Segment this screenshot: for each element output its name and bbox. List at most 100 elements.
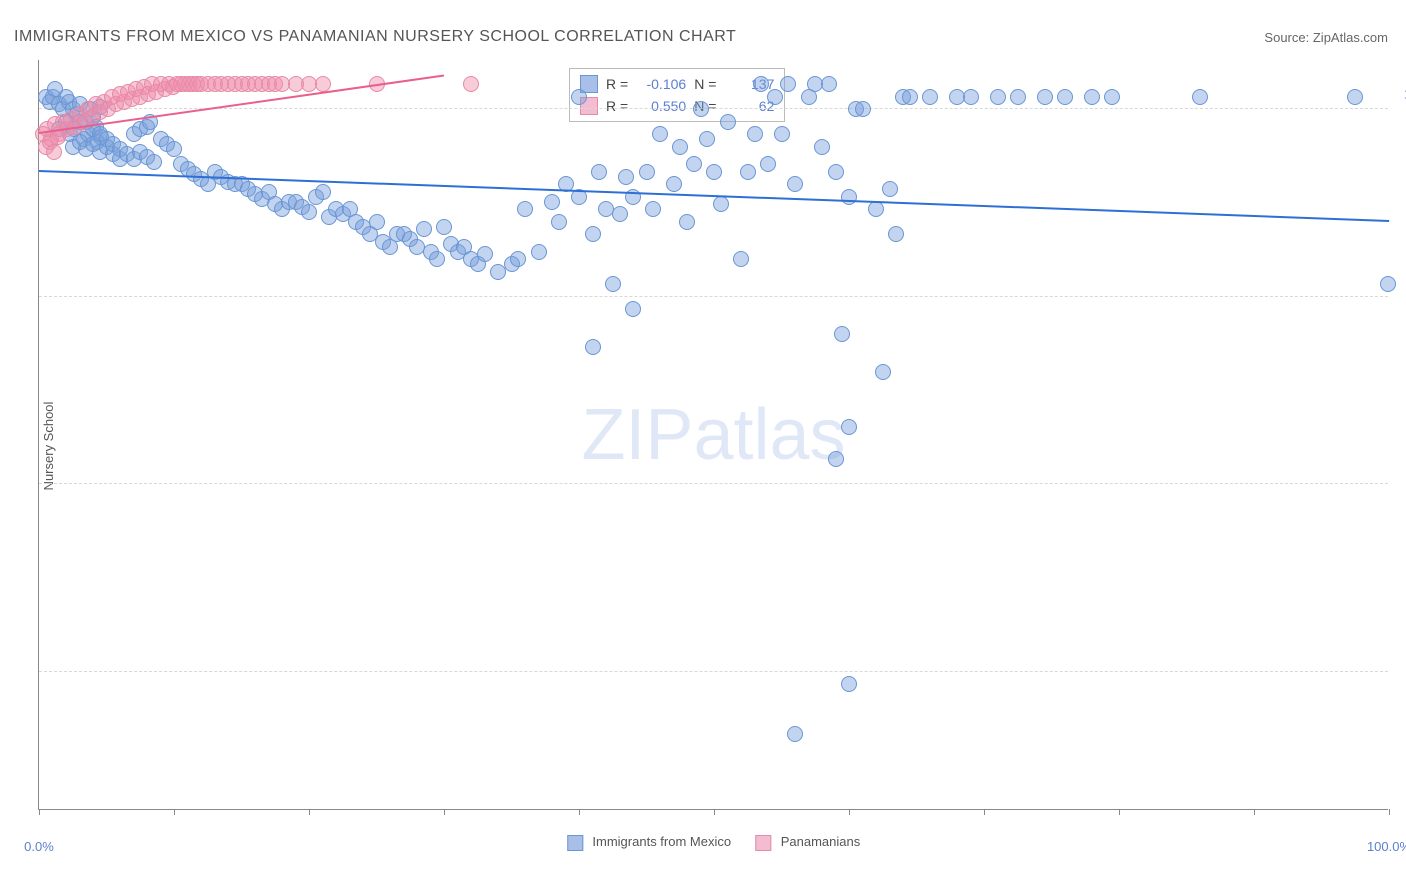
stats-row-mexico: R = -0.106 N = 137 <box>580 73 774 95</box>
mexico-point <box>510 251 526 267</box>
n-label: N = <box>694 76 716 92</box>
x-tick-label: 100.0% <box>1367 839 1406 854</box>
r-label: R = <box>606 98 628 114</box>
mexico-point <box>551 214 567 230</box>
mexico-point <box>1057 89 1073 105</box>
mexico-point <box>686 156 702 172</box>
mexico-point <box>146 154 162 170</box>
panama-r-value: 0.550 <box>636 98 686 114</box>
mexico-point <box>666 176 682 192</box>
mexico-point <box>429 251 445 267</box>
mexico-point <box>301 204 317 220</box>
mexico-point <box>618 169 634 185</box>
mexico-point <box>713 196 729 212</box>
panama-point <box>46 144 62 160</box>
mexico-point <box>821 76 837 92</box>
mexico-point <box>774 126 790 142</box>
x-tick <box>579 809 580 815</box>
mexico-point <box>166 141 182 157</box>
stats-row-panama: R = 0.550 N = 62 <box>580 95 774 117</box>
grid-line <box>39 671 1388 672</box>
panama-point <box>463 76 479 92</box>
mexico-point <box>888 226 904 242</box>
mexico-point <box>477 246 493 262</box>
mexico-point <box>1192 89 1208 105</box>
mexico-point <box>834 326 850 342</box>
grid-line <box>39 483 1388 484</box>
x-tick <box>1389 809 1390 815</box>
mexico-point <box>868 201 884 217</box>
x-tick <box>1119 809 1120 815</box>
source-attribution: Source: ZipAtlas.com <box>1264 30 1388 45</box>
mexico-point <box>963 89 979 105</box>
mexico-point <box>645 201 661 217</box>
mexico-point <box>693 101 709 117</box>
mexico-point <box>605 276 621 292</box>
watermark-part2: atlas <box>693 395 845 475</box>
mexico-point <box>369 214 385 230</box>
mexico-point <box>591 164 607 180</box>
mexico-point <box>1037 89 1053 105</box>
mexico-point <box>585 226 601 242</box>
x-tick <box>444 809 445 815</box>
legend-item-mexico: Immigrants from Mexico <box>567 834 731 851</box>
mexico-point <box>315 184 331 200</box>
mexico-point <box>639 164 655 180</box>
source-link[interactable]: ZipAtlas.com <box>1313 30 1388 45</box>
x-tick <box>39 809 40 815</box>
mexico-point <box>544 194 560 210</box>
mexico-point <box>841 676 857 692</box>
mexico-point <box>828 164 844 180</box>
mexico-point <box>828 451 844 467</box>
mexico-point <box>990 89 1006 105</box>
mexico-point <box>780 76 796 92</box>
x-tick <box>714 809 715 815</box>
mexico-point <box>855 101 871 117</box>
chart-plot-area: ZIPatlas R = -0.106 N = 137 R = 0.550 N … <box>38 60 1388 810</box>
mexico-point <box>1010 89 1026 105</box>
r-label: R = <box>606 76 628 92</box>
grid-line <box>39 296 1388 297</box>
mexico-point <box>875 364 891 380</box>
mexico-point <box>787 726 803 742</box>
mexico-point <box>625 301 641 317</box>
mexico-point <box>1084 89 1100 105</box>
panama-legend-swatch-icon <box>755 835 771 851</box>
mexico-point <box>747 126 763 142</box>
panama-point <box>315 76 331 92</box>
mexico-point <box>882 181 898 197</box>
x-tick-label: 0.0% <box>24 839 54 854</box>
legend-item-panama: Panamanians <box>755 834 860 851</box>
x-tick <box>174 809 175 815</box>
mexico-point <box>902 89 918 105</box>
x-tick <box>1254 809 1255 815</box>
mexico-point <box>571 89 587 105</box>
mexico-point <box>531 244 547 260</box>
source-label: Source: <box>1264 30 1309 45</box>
mexico-point <box>922 89 938 105</box>
mexico-point <box>706 164 722 180</box>
mexico-point <box>733 251 749 267</box>
mexico-point <box>787 176 803 192</box>
mexico-point <box>416 221 432 237</box>
mexico-point <box>740 164 756 180</box>
mexico-point <box>1347 89 1363 105</box>
watermark-text: ZIPatlas <box>581 394 845 476</box>
mexico-point <box>699 131 715 147</box>
x-tick <box>849 809 850 815</box>
panama-legend-label: Panamanians <box>781 834 861 849</box>
chart-title: IMMIGRANTS FROM MEXICO VS PANAMANIAN NUR… <box>14 28 736 46</box>
mexico-point <box>814 139 830 155</box>
mexico-point <box>760 156 776 172</box>
mexico-legend-label: Immigrants from Mexico <box>592 834 731 849</box>
mexico-point <box>652 126 668 142</box>
mexico-point <box>767 89 783 105</box>
mexico-point <box>672 139 688 155</box>
mexico-point <box>1380 276 1396 292</box>
mexico-point <box>585 339 601 355</box>
mexico-point <box>517 201 533 217</box>
watermark-part1: ZIP <box>581 395 693 475</box>
grid-line <box>39 108 1388 109</box>
mexico-point <box>436 219 452 235</box>
mexico-point <box>753 76 769 92</box>
